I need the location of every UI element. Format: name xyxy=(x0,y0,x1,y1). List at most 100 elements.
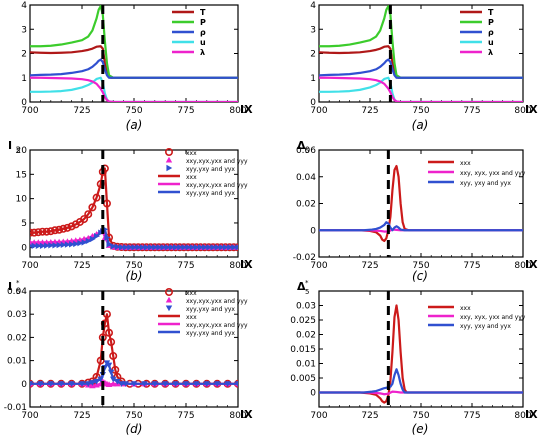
panel-caption: (c) xyxy=(412,269,428,283)
x-tick-label: 700 xyxy=(310,411,327,421)
series-point xyxy=(85,237,92,245)
y-tick-label: 15 xyxy=(16,170,27,180)
x-tick-label: 800 xyxy=(514,411,531,421)
x-tick-label: 725 xyxy=(361,106,378,116)
x-tick-label: 775 xyxy=(177,261,194,271)
legend-marker xyxy=(165,156,173,163)
plot-area xyxy=(319,150,523,257)
y-axis-label: I xyxy=(8,139,12,152)
series-point xyxy=(193,381,200,387)
series-point xyxy=(182,381,190,387)
y-axis-label-superscript: * xyxy=(305,279,309,287)
legend-label: xyy, yxy and yyx xyxy=(460,323,511,330)
plot-area xyxy=(319,291,523,407)
x-axis-label: IX xyxy=(525,103,538,116)
plot-area xyxy=(30,150,238,257)
legend-label: u xyxy=(488,38,494,47)
series-point xyxy=(160,244,167,251)
series-point xyxy=(227,244,233,251)
series-line-2 xyxy=(30,58,238,79)
legend-label: xyy,yxy and yyx xyxy=(186,190,235,197)
series-point xyxy=(37,381,44,387)
series-line-2 xyxy=(319,221,523,232)
series-point xyxy=(60,241,67,249)
y-tick-label: 0.02 xyxy=(7,333,27,343)
legend-label: xxy, xyx, yxx and yyy xyxy=(460,170,526,177)
series-point xyxy=(152,244,158,251)
series-point xyxy=(44,242,50,249)
series-point xyxy=(88,203,97,212)
y-tick-label: 0 xyxy=(310,226,316,236)
series-point xyxy=(34,228,43,237)
y-tick-label: 0.03 xyxy=(296,302,316,312)
y-axis-label: Δ xyxy=(297,280,306,293)
series-point xyxy=(80,215,89,224)
series-point xyxy=(30,228,34,237)
series-point xyxy=(114,243,121,250)
y-axis-label: Δ xyxy=(297,139,306,152)
series-point xyxy=(189,244,196,251)
x-tick-label: 750 xyxy=(412,411,429,421)
x-tick-label: 725 xyxy=(361,411,378,421)
legend-label: u xyxy=(200,38,206,47)
series-point xyxy=(135,244,142,251)
x-axis-label: IX xyxy=(525,408,538,421)
series-line-1 xyxy=(30,5,238,79)
y-tick-label: -0.02 xyxy=(293,253,316,263)
series-point xyxy=(52,242,59,249)
series-point xyxy=(130,381,138,387)
legend-label: λ xyxy=(200,48,205,57)
legend-marker xyxy=(166,164,173,172)
series-point xyxy=(84,210,93,219)
series-line-2 xyxy=(319,58,523,79)
series-point xyxy=(104,234,111,241)
y-axis-label: I xyxy=(8,280,12,293)
series-point xyxy=(172,381,179,387)
plot-area xyxy=(319,5,523,102)
x-tick-label: 775 xyxy=(177,411,194,421)
series-line-0 xyxy=(30,167,238,249)
legend-label: xxx xyxy=(186,290,197,297)
y-tick-label: 0.06 xyxy=(296,146,316,156)
legend-label: xxx xyxy=(460,160,471,167)
y-axis-label-subscript: 5 xyxy=(305,147,309,155)
y-tick-label: 1 xyxy=(310,74,316,84)
legend-label: xxx xyxy=(186,150,197,157)
series-point xyxy=(177,244,183,251)
series-point xyxy=(47,381,54,387)
series-point xyxy=(35,242,42,250)
legend-marker xyxy=(165,296,173,303)
series-point xyxy=(141,381,148,387)
chart-panel-e: 700 725 750 775 800 0 0.005 0.01 0.015 0.02 0.025 0… xyxy=(290,279,538,436)
y-tick-label: 10 xyxy=(16,195,28,205)
series-point xyxy=(107,369,115,376)
y-tick-label: 0.005 xyxy=(290,374,316,384)
series-point xyxy=(97,376,104,383)
plot-area xyxy=(30,5,238,102)
series-point xyxy=(218,244,225,251)
series-point xyxy=(224,381,231,387)
series-point xyxy=(81,239,88,246)
legend-label: xxy, xyx, yxx and yyy xyxy=(460,314,526,321)
x-tick-label: 775 xyxy=(463,411,480,421)
series-point xyxy=(64,241,71,248)
y-tick-label: 1 xyxy=(21,74,27,84)
series-point xyxy=(55,225,64,234)
series-point xyxy=(30,228,39,237)
legend-label: xxy,xyx,yxx and yyy xyxy=(186,322,248,329)
y-tick-label: 0 xyxy=(310,98,316,108)
legend-marker xyxy=(165,148,174,157)
series-point xyxy=(89,380,96,386)
y-axis-label-subscript: 5 xyxy=(16,147,20,155)
legend-marker xyxy=(165,287,174,296)
y-axis-label-subscript: 5 xyxy=(16,288,20,296)
panel-caption: (e) xyxy=(412,422,429,436)
series-point xyxy=(93,378,100,385)
series-point xyxy=(89,235,96,243)
